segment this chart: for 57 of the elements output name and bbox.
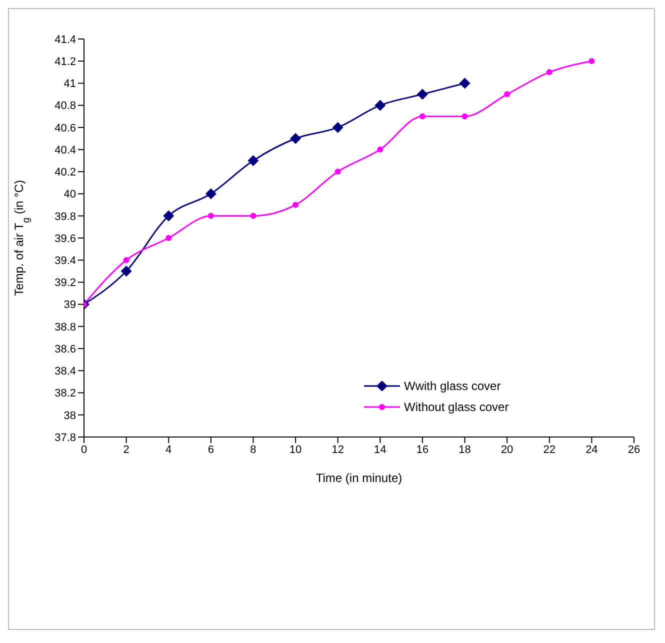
x-tick-label: 4 (166, 444, 172, 456)
point (374, 100, 386, 111)
point (290, 133, 302, 144)
x-tick-label: 10 (289, 444, 302, 456)
y-tick-label: 39 (64, 299, 76, 312)
legend-label: Without glass cover (404, 400, 509, 414)
y-tick-label: 41.4 (54, 34, 76, 46)
point (163, 210, 174, 222)
y-tick-label: 37.8 (54, 432, 76, 444)
y-tick-label: 40.8 (54, 100, 76, 112)
y-tick-label: 40.4 (54, 144, 76, 156)
x-tick-label: 8 (250, 444, 256, 456)
point (334, 168, 341, 175)
point (248, 155, 259, 166)
x-tick-label: 6 (208, 444, 214, 456)
y-tick-label: 38.6 (54, 343, 76, 356)
y-tick-label: 38.4 (54, 366, 76, 378)
x-tick-label: 2 (123, 444, 130, 456)
x-tick-label: 18 (458, 444, 471, 456)
y-tick-label: 38.8 (54, 321, 76, 334)
x-tick-label: 16 (416, 444, 429, 456)
y-tick-label: 38 (64, 410, 76, 422)
x-tick-label: 20 (500, 444, 514, 456)
y-tick-label: 41 (64, 78, 76, 90)
point (292, 202, 299, 208)
point (419, 113, 426, 120)
y-tick-label: 38.2 (54, 388, 76, 400)
y-tick-label: 39.6 (54, 232, 76, 245)
x-tick-label: 26 (628, 444, 640, 456)
y-tick-label: 39.4 (54, 255, 76, 268)
point (120, 266, 132, 277)
point (208, 212, 214, 219)
x-tick-label: 22 (543, 444, 556, 456)
point (123, 257, 130, 264)
y-tick-label: 39.8 (54, 210, 76, 223)
point (546, 69, 552, 76)
point (588, 58, 595, 64)
y-tick-label: 40.2 (54, 166, 76, 179)
point (504, 91, 510, 98)
x-tick-label: 12 (332, 444, 344, 456)
legend-label: Wwith glass cover (404, 379, 501, 393)
point (462, 113, 468, 120)
point (166, 235, 172, 241)
y-tick-label: 40.6 (54, 122, 76, 134)
x-tick-label: 0 (80, 444, 88, 456)
point (416, 88, 428, 100)
point (459, 78, 470, 89)
point (377, 146, 384, 153)
x-tick-label: 14 (374, 444, 386, 456)
y-tick-label: 41.2 (54, 56, 76, 68)
point (205, 188, 216, 200)
y-tick-label: 40 (64, 188, 76, 201)
x-axis-title: Time (in minute) (316, 471, 402, 485)
point (250, 212, 256, 219)
point (332, 122, 344, 133)
y-tick-label: 39.2 (54, 277, 76, 290)
x-tick-label: 24 (586, 444, 598, 456)
